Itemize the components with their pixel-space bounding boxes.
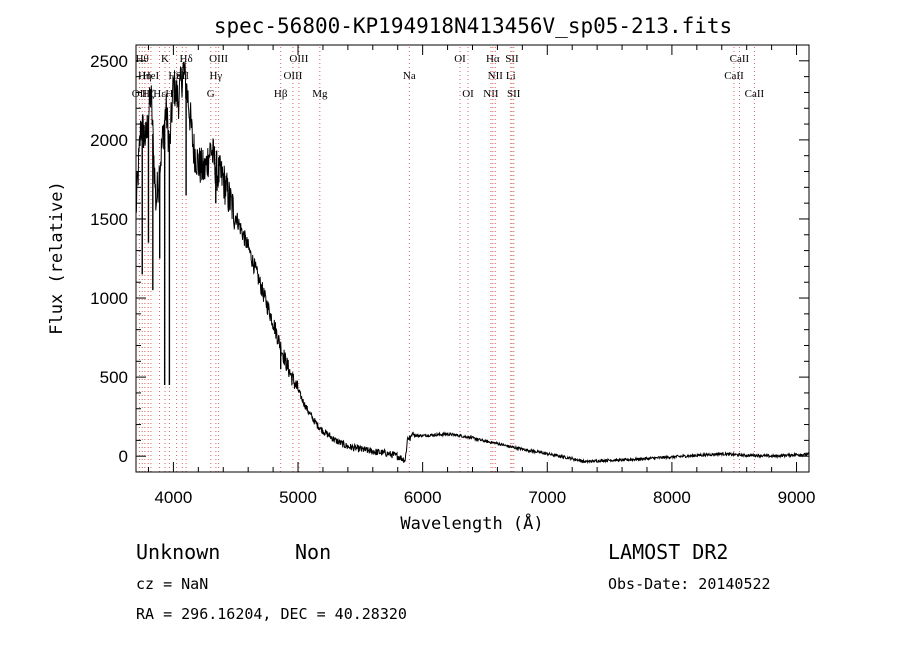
line-marker-label: K (161, 53, 169, 65)
line-marker-label: Hε (153, 88, 166, 100)
y-tick-label: 1500 (90, 210, 128, 229)
line-marker-label: SII (505, 53, 519, 65)
line-marker-label: G (207, 88, 215, 100)
line-marker-label: NII (488, 70, 504, 82)
survey-name: LAMOST DR2 (608, 540, 728, 564)
x-tick-label: 7000 (528, 488, 566, 507)
y-tick-label: 1000 (90, 289, 128, 308)
line-marker-label: H (165, 88, 173, 100)
chart-title: spec-56800-KP194918N413456V_sp05-213.fit… (214, 14, 732, 38)
line-marker-label: Hγ (209, 70, 222, 82)
spectrum-line (135, 61, 810, 465)
x-tick-label: 4000 (154, 488, 192, 507)
line-marker-label: Hδ (180, 53, 193, 65)
line-markers: OIIHθHηHζHeIHεKHHeISIIHδGHγOIIIHβOIIIOII… (132, 47, 765, 472)
x-tick-label: 5000 (279, 488, 317, 507)
line-marker-label: Hα (486, 53, 500, 65)
x-tick-label: 8000 (653, 488, 691, 507)
line-marker-label: OI (454, 53, 466, 65)
coordinates: RA = 296.16204, DEC = 40.28320 (136, 605, 407, 623)
line-marker-label: Li (506, 70, 516, 82)
x-tick-label: 9000 (778, 488, 816, 507)
observation-date: Obs-Date: 20140522 (608, 575, 771, 593)
line-marker-label: Na (403, 70, 416, 82)
y-axis-ticks: 0 500 1000 1500 2000 2500 (90, 44, 809, 473)
x-tick-label: 6000 (404, 488, 442, 507)
line-marker-label: OI (462, 88, 474, 100)
line-marker-label: CaII (745, 88, 765, 100)
line-marker-label: CaII (724, 70, 744, 82)
y-axis-label: Flux (relative) (47, 181, 67, 335)
line-marker-label: CaII (730, 53, 750, 65)
plot-frame (135, 44, 810, 473)
y-tick-label: 0 (119, 447, 128, 466)
object-class: Unknown (136, 540, 220, 564)
line-marker-label: OIII (283, 70, 302, 82)
line-marker-label: SII (507, 88, 521, 100)
y-tick-label: 2500 (90, 52, 128, 71)
x-axis-ticks: 4000 5000 6000 7000 8000 9000 (147, 45, 816, 507)
line-marker-label: OIII (289, 53, 308, 65)
object-subclass: Non (295, 540, 331, 564)
line-marker-label: Hβ (274, 88, 288, 100)
line-marker-label: HeI (143, 70, 160, 82)
y-tick-label: 500 (100, 368, 128, 387)
line-marker-label: Mg (312, 88, 328, 100)
line-marker-label: Hθ (136, 53, 149, 65)
y-tick-label: 2000 (90, 131, 128, 150)
redshift-cz: cz = NaN (136, 575, 208, 593)
line-marker-label: NII (483, 88, 499, 100)
x-axis-label: Wavelength (Å) (400, 512, 543, 534)
line-marker-label: OIII (209, 53, 228, 65)
